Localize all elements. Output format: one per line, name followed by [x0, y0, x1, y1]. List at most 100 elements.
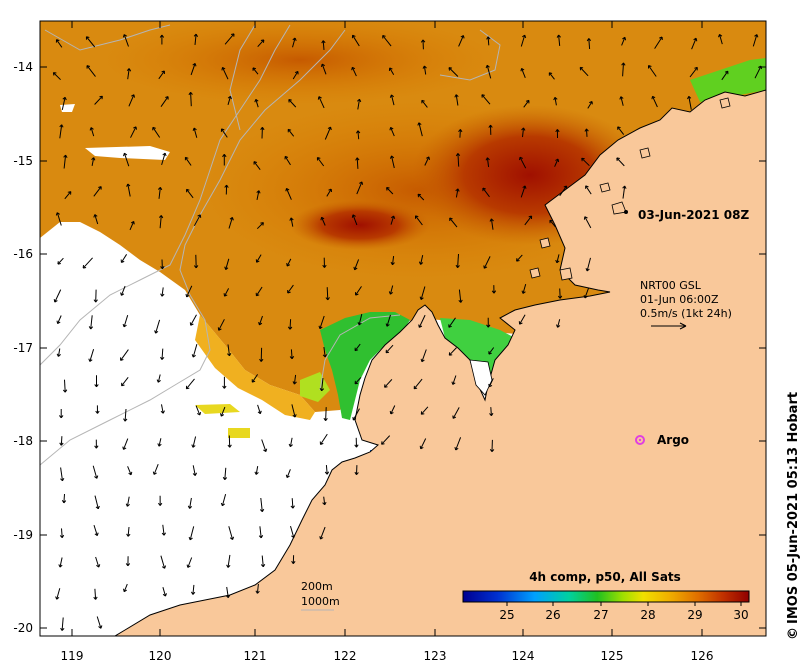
current-arrow-shaft — [754, 65, 762, 79]
current-arrow-shaft — [390, 127, 395, 137]
current-arrow-shaft — [63, 493, 65, 503]
current-arrow-shaft — [325, 465, 328, 475]
current-arrow-head-icon — [222, 385, 227, 389]
current-arrow-shaft — [190, 92, 192, 107]
current-arrow-head-icon — [549, 219, 553, 224]
yellow-patch — [195, 404, 240, 414]
current-arrow-shaft — [162, 587, 166, 597]
current-arrow-head-icon — [89, 127, 94, 131]
current-arrow-shaft — [385, 344, 394, 354]
latitude-labels: -14 -15 -16 -17 -18 -19 -20 — [13, 60, 33, 635]
current-arrow-shaft — [152, 127, 161, 138]
current-arrow-head-icon — [418, 261, 424, 265]
current-arrow-shaft — [161, 348, 164, 360]
current-arrow-head-icon — [257, 410, 262, 415]
cloud-gap-1 — [85, 146, 170, 160]
current-arrow-shaft — [89, 349, 95, 362]
current-arrow-head-icon — [354, 347, 359, 352]
current-arrow-head-icon — [85, 36, 90, 40]
current-arrow-head-icon — [125, 563, 131, 567]
current-arrow-shaft — [96, 616, 102, 629]
current-arrow-head-icon — [389, 155, 395, 159]
current-arrow-head-icon — [386, 187, 390, 191]
current-arrow-shaft — [158, 70, 165, 80]
current-arrow-shaft — [652, 96, 658, 108]
current-arrow-head-icon — [449, 217, 453, 222]
current-arrow-shaft — [319, 315, 325, 329]
current-arrow-head-icon — [617, 126, 621, 130]
current-arrow-shaft — [90, 315, 93, 330]
current-arrow-shaft — [224, 467, 227, 480]
current-arrow-shaft — [190, 314, 197, 326]
current-arrow-head-icon — [59, 534, 65, 539]
current-arrow-shaft — [523, 100, 530, 108]
current-arrow-head-icon — [381, 441, 385, 445]
current-arrow-head-icon — [555, 259, 560, 264]
current-arrow-shaft — [255, 466, 259, 475]
current-arrow-head-icon — [718, 34, 723, 38]
current-arrow-head-icon — [555, 129, 560, 133]
lat-label: -14 — [13, 60, 33, 74]
current-arrow-shaft — [325, 407, 327, 421]
current-arrow-head-icon — [388, 291, 394, 295]
cool-bay-water — [440, 318, 515, 385]
current-arrow-head-icon — [389, 126, 394, 131]
current-arrow-shaft — [192, 343, 198, 358]
current-arrow-head-icon — [188, 536, 193, 541]
current-arrow-head-icon — [351, 214, 356, 218]
current-arrow-shaft — [488, 347, 495, 355]
current-arrow-head-icon — [220, 413, 225, 417]
current-arrow-shaft — [127, 466, 132, 475]
current-arrow-shaft — [423, 65, 427, 75]
current-arrow-shaft — [186, 378, 195, 390]
colorbar-tick-label: 26 — [545, 608, 560, 622]
current-arrow-shaft — [252, 67, 259, 75]
current-arrow-shaft — [585, 185, 592, 195]
current-arrow-shaft — [226, 586, 229, 598]
current-arrow-head-icon — [122, 446, 127, 450]
current-arrow-head-icon — [291, 560, 296, 564]
current-arrow-shaft — [90, 127, 95, 137]
colorbar-tick-label: 28 — [640, 608, 655, 622]
current-arrow-shaft — [620, 96, 624, 106]
current-arrow-shaft — [486, 65, 492, 79]
colorbar-tick-label: 25 — [499, 608, 514, 622]
current-arrow-shaft — [221, 128, 228, 138]
current-arrow-shaft — [261, 439, 267, 452]
current-arrow-shaft — [292, 71, 299, 80]
current-arrow-head-icon — [284, 155, 289, 160]
current-arrow-head-icon — [122, 34, 127, 38]
argo-float: Argo — [635, 433, 689, 447]
current-arrow-head-icon — [322, 501, 327, 506]
current-arrow-head-icon — [125, 503, 130, 507]
copyright-icon: © — [786, 627, 801, 640]
current-arrow-head-icon — [217, 327, 222, 331]
current-arrow-shaft — [61, 97, 66, 111]
current-arrow-head-icon — [288, 99, 292, 103]
current-arrow-head-icon — [488, 124, 493, 128]
current-arrow-shaft — [192, 436, 197, 448]
current-arrow-head-icon — [157, 186, 163, 191]
current-arrow-head-icon — [519, 156, 523, 161]
current-arrow-shaft — [160, 555, 166, 569]
current-arrow-head-icon — [556, 34, 561, 38]
current-arrow-shaft — [155, 319, 161, 334]
current-arrow-shaft — [554, 97, 557, 106]
current-arrow-shaft — [449, 217, 458, 228]
lon-label: 126 — [691, 649, 714, 663]
current-arrow-shaft — [549, 219, 556, 228]
current-arrow-shaft — [321, 378, 324, 391]
lon-label: 123 — [424, 649, 447, 663]
current-arrow-head-icon — [454, 94, 459, 98]
current-arrow-head-icon — [52, 72, 57, 76]
current-arrow-shaft — [227, 554, 231, 568]
current-arrow-head-icon — [98, 186, 102, 190]
current-arrow-shaft — [82, 257, 93, 269]
current-arrow-shaft — [721, 70, 729, 81]
lon-label: 125 — [601, 649, 624, 663]
current-arrow-head-icon — [622, 36, 627, 41]
current-arrow-shaft — [190, 63, 196, 76]
current-arrow-head-icon — [227, 352, 232, 357]
current-arrow-shaft — [64, 191, 72, 200]
